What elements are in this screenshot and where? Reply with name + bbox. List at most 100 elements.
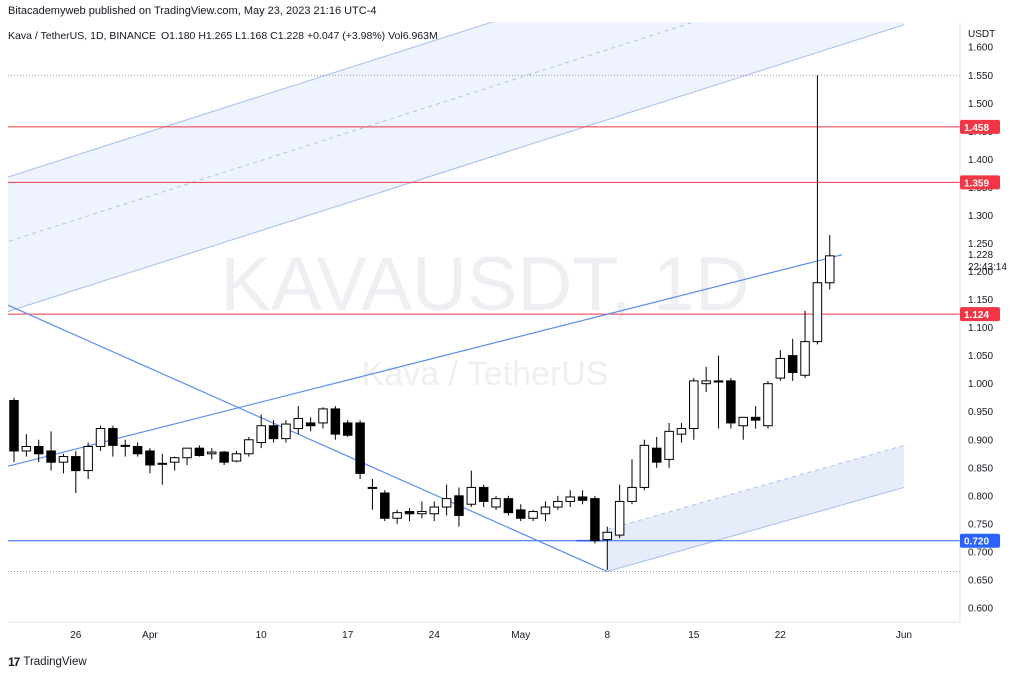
x-tick-label-4: 24 bbox=[429, 630, 441, 641]
candle-body-60 bbox=[750, 416, 761, 421]
candle-body-38 bbox=[478, 486, 489, 502]
candle-body-31 bbox=[392, 512, 402, 519]
y-tick-label-0: 0.600 bbox=[968, 603, 993, 614]
candle-body-16 bbox=[207, 451, 217, 455]
candle-body-62 bbox=[775, 357, 786, 379]
trend-line-1 bbox=[8, 254, 843, 467]
candle-body-65 bbox=[812, 282, 823, 343]
bar-countdown-label: 22:43:14 bbox=[968, 262, 1007, 273]
channel-layer bbox=[8, 22, 905, 573]
candle-body-34 bbox=[429, 506, 439, 515]
y-tick-label-9: 1.050 bbox=[968, 351, 993, 362]
y-tick-label-7: 0.950 bbox=[968, 407, 993, 418]
x-tick-label-2: 10 bbox=[256, 630, 268, 641]
candle-body-64 bbox=[800, 341, 810, 376]
legend-low: L1.168 bbox=[235, 30, 268, 42]
tradingview-brand: TradingView bbox=[23, 656, 87, 668]
candle-body-11 bbox=[145, 450, 155, 466]
candle-body-5 bbox=[71, 456, 81, 472]
candle-body-35 bbox=[441, 498, 452, 508]
time-axis[interactable]: 26 Apr 10 17 24 May 8 15 22 Jun bbox=[8, 621, 960, 641]
candle-body-46 bbox=[577, 496, 588, 501]
candle-body-54 bbox=[676, 428, 687, 435]
x-tick-label-5: May bbox=[511, 630, 530, 641]
level-tag-bg-2 bbox=[960, 307, 1000, 322]
candle-body-7 bbox=[95, 428, 106, 447]
watermark-name: Kava / TetherUS bbox=[362, 355, 609, 393]
candle-body-30 bbox=[380, 492, 390, 519]
candle-body-49 bbox=[614, 500, 625, 536]
y-tick-label-19: 1.550 bbox=[968, 71, 993, 82]
candle-body-44 bbox=[553, 500, 563, 508]
candle-body-12 bbox=[157, 462, 168, 465]
tradingview-icon: 17 bbox=[8, 655, 20, 669]
candle-body-21 bbox=[268, 425, 279, 440]
candle-body-4 bbox=[58, 456, 69, 463]
candle-body-58 bbox=[726, 380, 736, 424]
symbol-title[interactable]: Kava / TetherUS, 1D, BINANCE bbox=[8, 30, 157, 42]
candle-body-36 bbox=[454, 495, 464, 516]
y-tick-label-14: 1.300 bbox=[968, 211, 993, 222]
y-tick-label-4: 0.800 bbox=[968, 491, 993, 502]
y-tick-label-6: 0.900 bbox=[968, 435, 993, 446]
candle-body-25 bbox=[318, 408, 328, 424]
candle-body-9 bbox=[120, 444, 130, 447]
candle-body-41 bbox=[516, 509, 526, 519]
candle-body-48 bbox=[602, 531, 613, 541]
candle-body-42 bbox=[528, 511, 538, 519]
candle-body-56 bbox=[701, 380, 711, 385]
candle-body-52 bbox=[651, 447, 662, 463]
y-tick-label-8: 1.000 bbox=[968, 379, 993, 390]
level-tag-2: 1.124 bbox=[964, 310, 989, 321]
x-tick-label-0: 26 bbox=[70, 630, 82, 641]
y-tick-label-5: 0.850 bbox=[968, 463, 993, 474]
legend-volume: Vol6.963M bbox=[388, 30, 438, 42]
last-price-label: 1.228 bbox=[968, 250, 993, 261]
level-tag-0: 1.458 bbox=[964, 123, 989, 134]
legend-close: C1.228 bbox=[270, 30, 305, 42]
y-tick-label-13: 1.250 bbox=[968, 239, 993, 250]
candle-body-45 bbox=[565, 496, 575, 502]
publish-attribution: Bitacademyweb published on TradingView.c… bbox=[8, 5, 377, 17]
candle-body-13 bbox=[169, 457, 180, 463]
legend-open: O1.180 bbox=[160, 30, 196, 42]
candle-body-28 bbox=[355, 422, 365, 474]
candle-body-43 bbox=[540, 506, 551, 515]
y-tick-label-3: 0.750 bbox=[968, 519, 993, 530]
y-tick-label-11: 1.150 bbox=[968, 295, 993, 306]
candle-body-26 bbox=[330, 408, 341, 435]
candle-body-24 bbox=[305, 422, 316, 427]
upper-channel-line-2 bbox=[8, 22, 494, 178]
candle-body-23 bbox=[293, 417, 304, 430]
x-tick-label-1: Apr bbox=[142, 630, 158, 641]
watermark-ticker: KAVAUSDT, 1D bbox=[220, 242, 749, 327]
candles-layer bbox=[9, 75, 835, 570]
symbol-legend: Kava / TetherUS, 1D, BINANCE O1.180 H1.2… bbox=[8, 30, 438, 42]
upper-channel-line-0 bbox=[8, 24, 905, 313]
candle-body-22 bbox=[281, 423, 291, 440]
candle-body-37 bbox=[466, 486, 477, 505]
x-tick-label-8: 22 bbox=[775, 630, 787, 641]
level-tag-1: 1.359 bbox=[964, 178, 989, 189]
candle-body-20 bbox=[256, 425, 266, 444]
candle-body-18 bbox=[231, 453, 242, 462]
x-tick-label-6: 8 bbox=[604, 630, 610, 641]
candle-body-39 bbox=[491, 498, 501, 508]
x-tick-label-3: 17 bbox=[342, 630, 354, 641]
candle-body-51 bbox=[639, 444, 650, 488]
candle-body-19 bbox=[244, 439, 254, 455]
lower-channel-fill bbox=[607, 445, 904, 572]
price-axis[interactable]: USDT 0.600 0.650 0.700 0.750 0.800 0.850 0.900 0… bbox=[959, 0, 1024, 677]
candle-body-50 bbox=[627, 486, 637, 502]
tradingview-logo[interactable]: 17 TradingView bbox=[8, 655, 87, 669]
candle-body-2 bbox=[33, 445, 44, 455]
candle-body-66 bbox=[825, 255, 835, 284]
legend-high: H1.265 bbox=[198, 30, 233, 42]
y-tick-label-16: 1.400 bbox=[968, 155, 993, 166]
candle-body-47 bbox=[590, 498, 600, 542]
candle-body-32 bbox=[404, 511, 415, 515]
candle-body-27 bbox=[342, 422, 353, 436]
lower-channel-line-0 bbox=[607, 486, 905, 573]
